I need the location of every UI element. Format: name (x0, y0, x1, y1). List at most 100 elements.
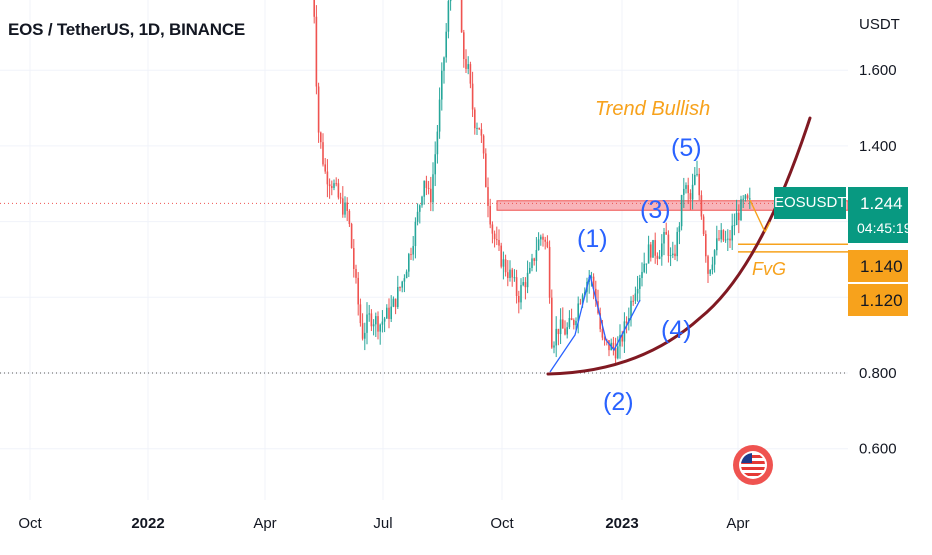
candle-body (471, 83, 474, 110)
candle-body (698, 173, 700, 196)
candle-body (493, 233, 496, 240)
candle-body (738, 212, 740, 221)
candle-body (570, 318, 573, 320)
candle-body (353, 248, 355, 270)
candle-body (680, 194, 683, 227)
candle-body (724, 239, 727, 241)
candle-body (727, 238, 729, 240)
price-label-1140: 1.140 (848, 250, 908, 282)
candle-body (691, 184, 694, 200)
candle-body (474, 109, 476, 129)
candle-body (403, 278, 406, 282)
candle-body (370, 313, 373, 327)
candle-body (735, 212, 738, 226)
wave-label: (5) (671, 134, 702, 162)
candle-body (603, 337, 606, 340)
candle-body (324, 164, 326, 172)
symbol-label: EOSUSDT (774, 194, 847, 211)
candle-body (388, 307, 390, 319)
candle-body (575, 320, 577, 326)
candle-body (333, 183, 335, 188)
candle-body (654, 240, 656, 256)
candle-body (559, 319, 562, 335)
candle-body (553, 345, 555, 348)
candle-body (746, 195, 749, 199)
candle-body (601, 329, 604, 338)
candle-body (364, 332, 366, 339)
x-tick-label: 2023 (605, 515, 638, 532)
candle-body (689, 193, 692, 200)
candle-body (408, 254, 410, 272)
candle-body (515, 277, 518, 296)
candle-body (465, 59, 467, 69)
candle-body (485, 153, 487, 188)
candle-body (702, 216, 705, 235)
candle-body (742, 198, 744, 200)
candle-body (740, 199, 742, 221)
candle-body (326, 171, 329, 185)
candle-body (614, 348, 617, 359)
candle-body (535, 249, 538, 261)
candle-body (612, 342, 615, 349)
x-tick-label: Jul (373, 515, 392, 532)
candle-body (577, 303, 579, 321)
last-price-badge[interactable]: 1.244 04:45:19 (848, 187, 912, 243)
candle-body (641, 271, 643, 279)
candle-body (650, 244, 652, 258)
candle-body (322, 142, 324, 165)
candle-body (694, 174, 696, 185)
candle-body (619, 334, 621, 347)
us-flag-icon[interactable] (733, 445, 773, 485)
fvg-arrow (749, 199, 771, 233)
candle-body (427, 187, 430, 189)
candle-body (716, 238, 718, 251)
candle-body (478, 127, 480, 130)
candle-body (749, 198, 751, 200)
candle-body (502, 259, 505, 267)
candle-body (590, 276, 593, 278)
candle-body (524, 282, 527, 288)
trend-label: Trend Bullish (595, 98, 710, 120)
candle-body (617, 346, 619, 359)
candle-body (394, 298, 397, 308)
symbol-badge[interactable]: EOSUSDT (774, 187, 847, 219)
x-tick-label: Apr (726, 515, 749, 532)
candle-body (672, 253, 674, 256)
candle-body (491, 224, 494, 234)
candle-body (447, 1, 450, 32)
candle-body (522, 282, 524, 286)
candle-body (361, 323, 364, 339)
candle-body (676, 231, 678, 257)
candle-body (696, 173, 698, 175)
candle-body (480, 129, 483, 136)
candle-body (579, 303, 582, 305)
last-price: 1.244 (860, 194, 903, 213)
candle-body (511, 269, 513, 278)
chart-title: EOS / TetherUS, 1D, BINANCE (8, 20, 246, 39)
candle-body (544, 239, 546, 242)
candle-body (667, 234, 670, 256)
candle-body (372, 324, 375, 327)
candle-body (430, 188, 432, 203)
candle-body (700, 195, 703, 217)
candle-body (542, 236, 544, 240)
candle-body (621, 334, 623, 342)
candle-body (414, 221, 417, 247)
candle-body (581, 295, 584, 304)
candle-body (636, 288, 639, 294)
candle-body (498, 240, 500, 246)
candle-body (718, 238, 720, 240)
candle-body (348, 210, 351, 225)
candle-body (320, 132, 322, 143)
time-axis[interactable]: Oct 2022 Apr Jul Oct 2023 Apr (18, 515, 749, 532)
candle-body (713, 250, 716, 265)
candle-body (337, 183, 340, 198)
candle-body (647, 244, 650, 264)
candle-body (366, 314, 368, 333)
candle-body (520, 285, 522, 303)
candle-body (392, 298, 395, 307)
candle-body (386, 307, 388, 319)
candle-body (425, 180, 428, 188)
